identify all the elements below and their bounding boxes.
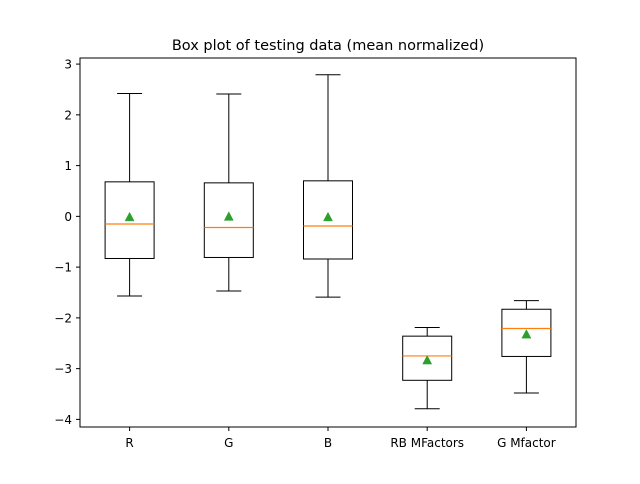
plot-area: −4 −3 −2 −1 0 1 2 3 R G B RB MFactors G Mfactor — [54, 57, 577, 450]
x-tick-label: B — [324, 436, 332, 450]
x-tick-label: R — [125, 436, 133, 450]
box — [203, 182, 254, 258]
y-tick-label: 3 — [64, 58, 72, 72]
box — [104, 181, 155, 259]
mean-marker — [422, 354, 433, 365]
box — [303, 180, 353, 260]
box — [402, 335, 453, 381]
y-tick-label: 2 — [64, 108, 72, 122]
x-tick-label: RB MFactors — [390, 436, 464, 450]
y-tick-label: 1 — [64, 159, 72, 173]
mean-marker — [521, 329, 532, 339]
mean-marker — [124, 211, 135, 222]
box — [501, 308, 552, 357]
mean-marker — [223, 211, 234, 221]
y-tick-label: −1 — [54, 261, 72, 275]
y-tick-label: −2 — [54, 311, 72, 325]
x-tick-label: G Mfactor — [497, 436, 556, 450]
chart-title: Box plot of testing data (mean normalize… — [172, 38, 484, 54]
y-tick-label: −3 — [54, 362, 72, 376]
y-tick-label: 0 — [64, 210, 72, 224]
x-tick-label: G — [224, 436, 233, 450]
mean-marker — [323, 211, 333, 222]
y-tick-label: −4 — [54, 413, 72, 427]
